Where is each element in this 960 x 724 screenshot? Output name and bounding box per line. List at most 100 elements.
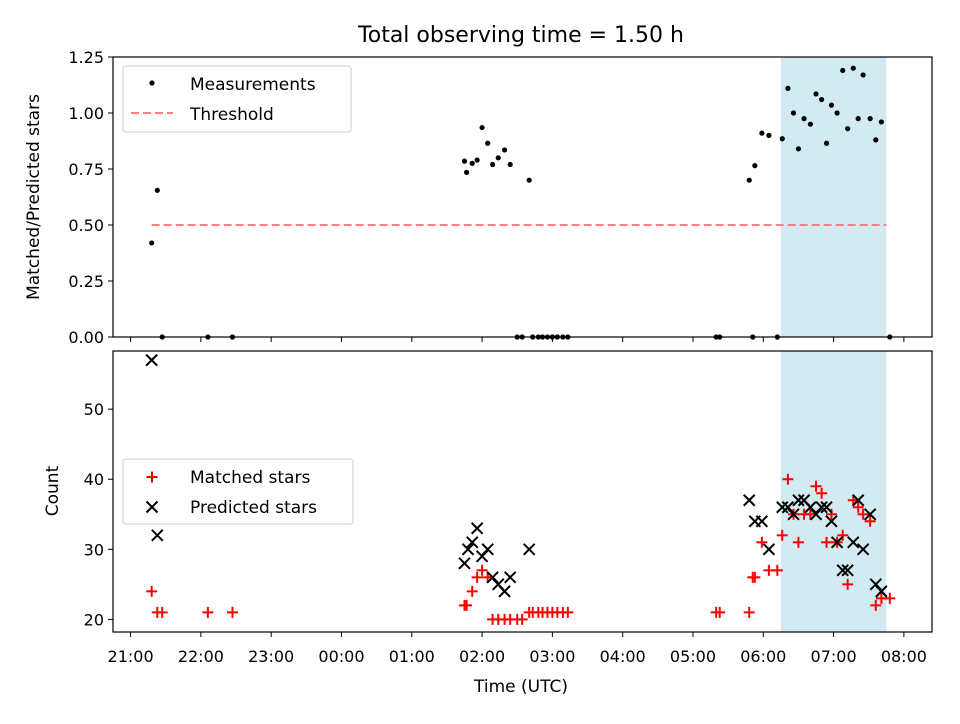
cross-b [875,585,888,598]
measurement-point [867,116,873,122]
cross-b [847,536,860,549]
predicted-star-point [151,529,164,542]
measurement-point [526,177,532,183]
bottom-y-tick-label: 30 [84,540,104,559]
cross-b [522,543,536,556]
cross-b [787,508,800,521]
bottom-y-tick-label: 50 [84,400,104,419]
cross-b [762,543,776,556]
cross-b [841,564,854,577]
matched-star-point [714,606,726,618]
predicted-star-point [792,494,805,507]
bottom-legend: Matched stars Predicted stars [122,458,354,525]
matched-star-point [466,585,478,597]
matched-stars-series [146,473,896,625]
measurement-point [834,110,840,116]
measurement-point [501,147,508,153]
measurement-point [828,102,835,108]
legend-threshold-label: Threshold [189,105,274,125]
measurement-point [759,130,765,136]
top-window-rect [780,57,887,337]
legend-matched-marker [146,471,158,483]
measurement-point [461,158,468,164]
predicted-star-point [825,515,838,528]
predicted-star-point [787,508,800,521]
predicted-star-point [820,501,833,514]
matched-star-point [461,599,473,611]
cross-b [797,494,811,507]
bottom-window-rect [780,351,887,632]
cross-b [145,500,159,514]
bottom-x-axis: 21:00 22:00 23:00 00:00 01:00 02:00 03:00 04:00… [108,632,927,666]
matched-star-point [821,536,833,548]
predicted-star-point [815,501,828,514]
bottom-y-tick-label: 40 [84,470,104,489]
measurement-point [795,146,802,152]
measurement-point [495,155,501,161]
cross-b [492,578,505,591]
predicted-stars-series [145,353,888,598]
predicted-star-point [755,515,769,528]
matched-star-point [156,606,168,618]
bottom-x-tick-label: 00:00 [318,647,364,666]
top-panel: 0.00 0.25 0.50 0.75 1.00 1.25 Matched/Predict… [24,48,933,347]
predicted-star-point [762,543,776,556]
measurement-point [813,91,819,97]
measurement-point [873,137,879,143]
matched-star-point [471,571,483,583]
measurement-point [790,110,797,116]
cross-b [503,571,517,584]
cross-b [825,515,838,528]
predicted-star-point [458,557,471,570]
legend-measurements-label: Measurements [190,75,316,95]
matched-star-point [743,606,755,618]
measurement-point [479,124,485,131]
measurement-point [807,121,813,127]
measurement-point [490,161,496,168]
measurements-series [149,65,893,340]
measurement-point [154,187,160,193]
predicted-star-point [498,585,511,598]
measurement-point [766,132,772,138]
measurement-point [149,240,155,246]
measurement-point [464,169,470,175]
predicted-star-point [836,564,849,577]
cross-b [820,501,833,514]
measurement-point [474,157,480,163]
bottom-shaded-window [780,351,887,632]
matched-star-point [870,599,882,611]
bottom-y-axis-label: Count [43,465,63,516]
top-y-tick-label: 0.75 [68,160,104,179]
top-y-tick-label: 0.50 [68,216,104,235]
matched-star-point [810,480,822,492]
cross-b [486,571,499,584]
matched-star-point [792,536,804,548]
cross-b [781,501,795,514]
bottom-y-tick-label: 20 [84,610,104,629]
measurement-point [855,116,861,122]
predicted-star-point [743,494,756,507]
bottom-x-axis-label: Time (UTC) [473,677,568,697]
measurement-point [746,177,752,183]
matched-star-point [771,564,783,576]
cross-b [145,353,158,367]
cross-b [836,564,849,577]
matched-star-point [816,487,828,499]
cross-b [815,501,828,514]
cross-b [869,578,882,591]
predicted-star-point [863,508,877,521]
cross-b [830,536,844,549]
predicted-star-point [522,543,536,556]
top-plot-frame [112,56,933,338]
predicted-star-point [470,522,484,535]
bottom-x-tick-label: 05:00 [670,647,716,666]
bottom-x-tick-label: 22:00 [178,647,224,666]
cross-b [792,494,805,507]
bottom-legend-box [122,458,354,525]
bottom-x-tick-label: 02:00 [459,647,505,666]
bottom-x-tick-label: 06:00 [740,647,786,666]
cross-b [863,508,877,521]
matched-star-point [842,578,854,590]
top-legend: Measurements Threshold [122,65,352,133]
cross-b [461,543,475,556]
